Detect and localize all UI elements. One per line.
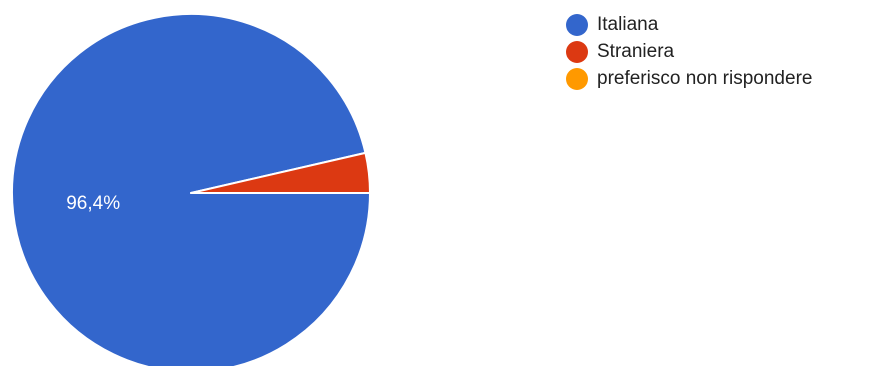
legend-swatch-icon <box>566 14 588 36</box>
pie-slice-italiana[interactable] <box>11 13 371 366</box>
legend-item-straniera[interactable]: Straniera <box>566 39 812 65</box>
legend-label: preferisco non rispondere <box>597 68 813 89</box>
legend-swatch-icon <box>566 41 588 63</box>
legend-label: Italiana <box>597 14 659 35</box>
legend-item-italiana[interactable]: Italiana <box>566 12 812 38</box>
legend-label: Straniera <box>597 41 675 62</box>
legend-swatch-icon <box>566 68 588 90</box>
legend-item-preferisco-non-rispondere[interactable]: preferisco non rispondere <box>566 66 812 92</box>
pie-slice-straniera[interactable] <box>190 151 371 194</box>
slice-percentage-label: 96,4% <box>66 193 120 214</box>
chart-legend: Italiana Straniera preferisco non risponde… <box>566 12 812 93</box>
